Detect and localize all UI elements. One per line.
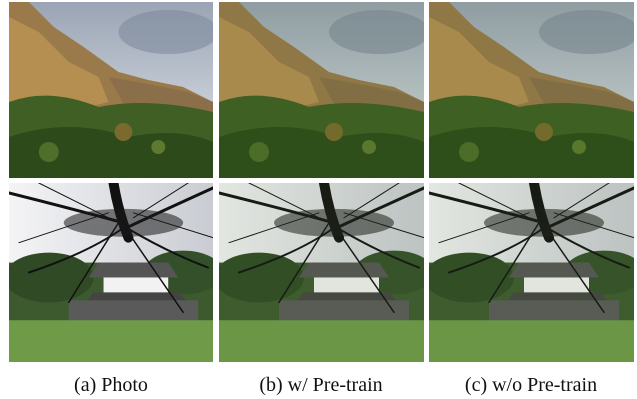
caption: (a) Photo [74,374,148,396]
caption: (c) w/o Pre-train [465,374,597,396]
style-tint [429,183,634,362]
figure: (a) Photo (b) w/ Pre-train (c) w/o Pre-t… [0,0,637,399]
figure-page: (a) Photo (b) w/ Pre-train (c) w/o Pre-t… [0,0,637,399]
style-tint [219,183,424,362]
caption: (b) w/ Pre-train [259,374,382,396]
style-tint [219,2,424,178]
photo-cliff [9,2,218,178]
style-tint [429,2,634,178]
photo-castle [4,183,223,362]
